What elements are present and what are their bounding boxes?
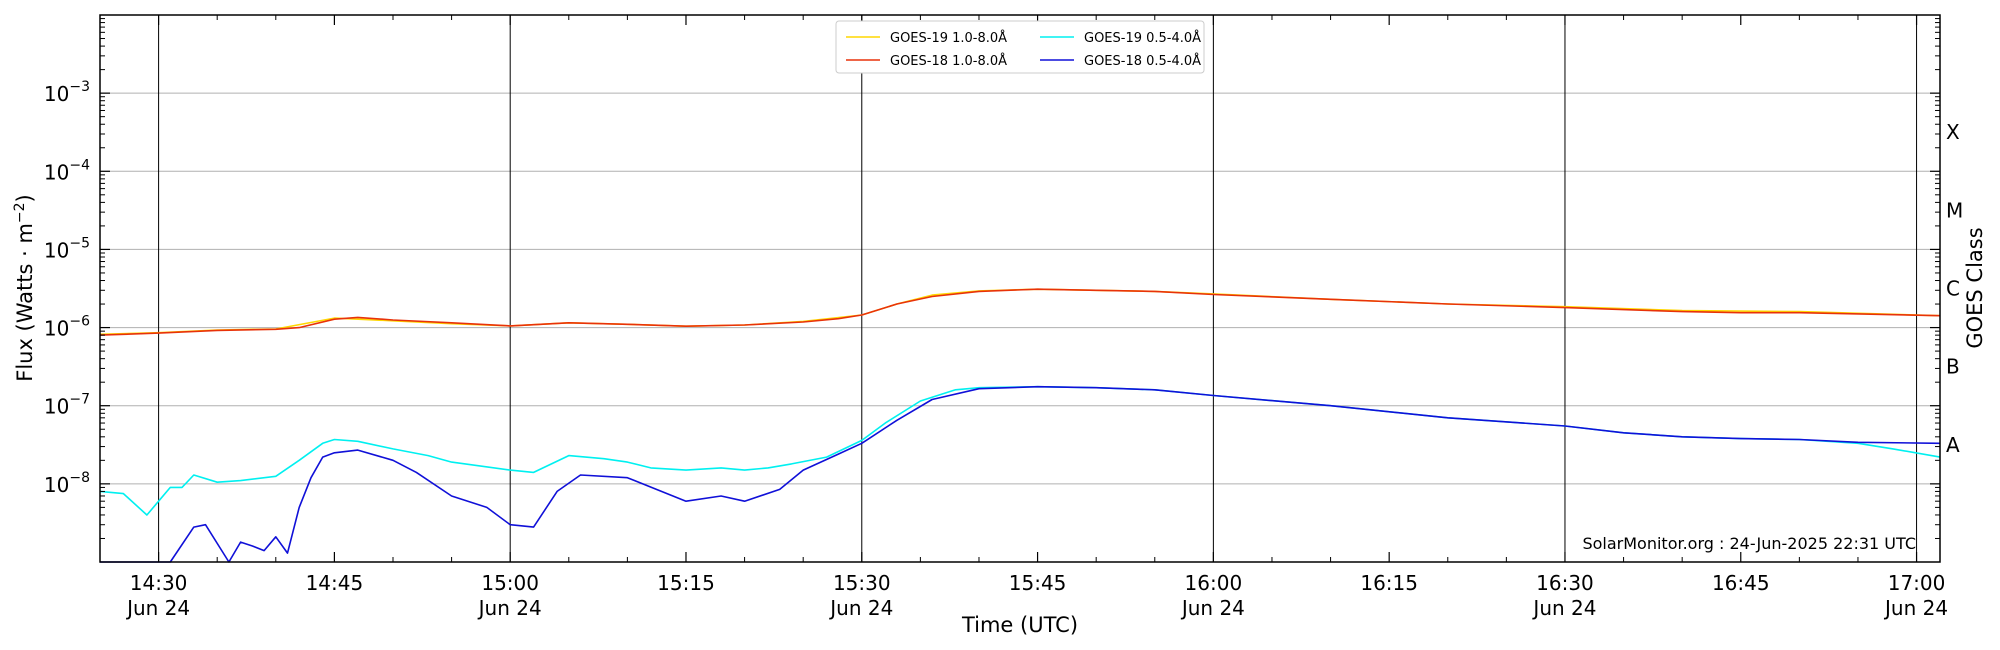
legend-box: [835, 20, 1205, 74]
x-tick-label-6: 16:00: [1185, 571, 1243, 595]
credit-text: SolarMonitor.org : 24-Jun-2025 22:31 UTC: [1582, 534, 1916, 553]
y-tick-label-2: 10−6: [44, 314, 90, 341]
x-tick-label-7: 16:15: [1360, 571, 1418, 595]
day-major-time-lines: [158, 15, 1918, 562]
x-tick-label-0: 14:30: [130, 571, 188, 595]
goes-class-M: M: [1946, 198, 1963, 222]
y-axis-ticks: 10−8 10−7 10−6 10−5 10−4 10−3: [44, 18, 1940, 539]
x-tick-label-3: 15:15: [657, 571, 715, 595]
horizontal-grid: [100, 92, 1940, 485]
x-tick-label-1: 14:45: [306, 571, 364, 595]
x-tick-sublabel-2: Jun 24: [477, 596, 542, 620]
y-tick-label-1: 10−7: [44, 392, 90, 419]
x-tick-label-2: 15:00: [481, 571, 539, 595]
x-tick-label-4: 15:30: [833, 571, 891, 595]
x-tick-sublabel-4: Jun 24: [828, 596, 893, 620]
legend: GOES-19 1.0-8.0Å GOES-19 0.5-4.0Å GOES-18 …: [835, 20, 1205, 74]
goes-class-C: C: [1946, 277, 1960, 301]
y-tick-label-4: 10−4: [44, 157, 90, 184]
x-tick-sublabel-6: Jun 24: [1180, 596, 1245, 620]
y-tick-label-5: 10−3: [44, 79, 90, 106]
goes-class-A: A: [1946, 433, 1960, 457]
series-line-3: [100, 385, 1941, 563]
goes-class-labels: A B C M X: [1946, 120, 1963, 457]
flux-series-group: [99, 288, 1941, 563]
legend-label-1: GOES-18 1.0-8.0Å: [890, 53, 1007, 69]
right-axis-title: GOES Class: [1963, 227, 1987, 348]
goes-class-B: B: [1946, 355, 1960, 379]
plot-frame: [99, 14, 1941, 563]
x-tick-label-8: 16:30: [1536, 571, 1594, 595]
x-axis-title: Time (UTC): [961, 613, 1078, 637]
legend-label-3: GOES-18 0.5-4.0Å: [1084, 53, 1201, 69]
y-tick-label-0: 10−8: [44, 470, 90, 497]
x-tick-label-5: 15:45: [1009, 571, 1067, 595]
series-line-1: [99, 288, 1941, 336]
y-tick-label-3: 10−5: [44, 235, 90, 262]
goes-class-X: X: [1946, 120, 1960, 144]
x-tick-sublabel-10: Jun 24: [1883, 596, 1948, 620]
x-tick-sublabel-0: Jun 24: [125, 596, 190, 620]
legend-label-2: GOES-19 0.5-4.0Å: [1084, 30, 1201, 46]
legend-label-0: GOES-19 1.0-8.0Å: [890, 30, 1007, 46]
x-tick-label-9: 16:45: [1712, 571, 1770, 595]
x-tick-sublabel-8: Jun 24: [1531, 596, 1596, 620]
x-tick-label-10: 17:00: [1888, 571, 1946, 595]
y-axis-title: Flux (Watts · m−2): [12, 194, 37, 382]
